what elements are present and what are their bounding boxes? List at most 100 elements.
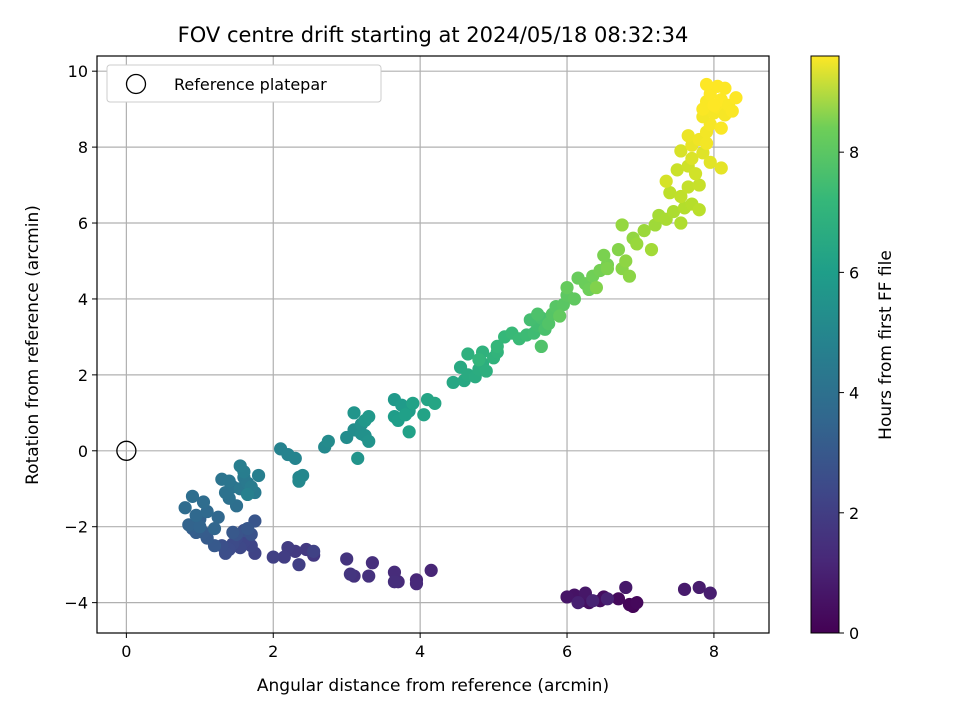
data-point [553, 309, 567, 323]
data-point [472, 353, 486, 367]
data-point [560, 590, 574, 604]
data-point [699, 77, 714, 92]
data-point [226, 525, 240, 540]
y-tick-label: −2 [64, 518, 88, 537]
data-point [674, 144, 688, 158]
data-point [725, 104, 739, 118]
data-point [185, 489, 200, 503]
data-point [277, 550, 291, 564]
legend-reference-marker [125, 73, 147, 95]
data-point [589, 280, 604, 295]
y-axis-ticks: −4 −2 0 2 4 6 8 10 [64, 62, 97, 613]
data-point [692, 203, 706, 217]
grid-lines [97, 56, 769, 633]
data-point [251, 468, 266, 483]
y-tick-label: −4 [64, 594, 88, 613]
data-point [343, 567, 357, 581]
data-point [571, 596, 585, 610]
y-tick-label: 6 [78, 214, 88, 233]
data-point [611, 242, 626, 257]
data-point [707, 98, 721, 112]
colorbar-tick-label: 2 [849, 504, 859, 523]
data-point [479, 364, 493, 378]
data-point [714, 161, 728, 175]
x-tick-label: 6 [562, 642, 572, 661]
plot-background [97, 56, 769, 633]
colorbar-tick-label: 4 [849, 384, 859, 403]
legend-entry-label: Reference platepar [174, 75, 327, 94]
data-point [567, 292, 581, 306]
data-point [619, 254, 633, 268]
x-axis-ticks: 0 2 4 6 8 [121, 633, 719, 661]
y-tick-label: 0 [78, 442, 88, 461]
data-point [663, 186, 677, 200]
y-tick-label: 8 [78, 138, 88, 157]
data-point [637, 224, 651, 238]
data-point [692, 178, 706, 192]
data-point [674, 216, 688, 230]
data-point [703, 155, 717, 169]
data-point [193, 520, 207, 534]
x-tick-label: 2 [268, 642, 278, 661]
data-point [428, 396, 442, 410]
data-point [222, 474, 236, 488]
colorbar-tick-label: 6 [849, 263, 859, 282]
legend-box [106, 64, 382, 103]
data-point [406, 396, 420, 410]
data-point [630, 237, 644, 251]
x-axis-label: Angular distance from reference (arcmin) [257, 676, 609, 696]
data-point [619, 580, 633, 595]
data-point [531, 307, 545, 321]
data-point [351, 451, 365, 465]
data-point [240, 522, 255, 536]
data-point [446, 375, 460, 390]
data-point [362, 434, 376, 448]
data-point [586, 594, 600, 608]
data-point [340, 552, 354, 566]
data-point [597, 248, 611, 262]
data-point [365, 556, 380, 570]
data-point [362, 569, 376, 583]
legend: Reference platepar [106, 64, 382, 103]
y-tick-label: 4 [78, 290, 88, 309]
data-point [461, 347, 475, 361]
x-tick-label: 4 [415, 642, 425, 661]
data-point [615, 218, 629, 232]
y-tick-label: 2 [78, 366, 88, 385]
data-point [692, 580, 706, 595]
data-point [211, 510, 225, 524]
data-point [178, 501, 192, 515]
data-point [630, 596, 644, 610]
colorbar-gradient [810, 55, 840, 634]
data-point [600, 261, 615, 276]
data-point [611, 592, 626, 606]
data-point [699, 136, 714, 150]
data-point [417, 408, 431, 422]
chart-title: FOV centre drift starting at 2024/05/18 … [178, 23, 689, 47]
data-point [288, 451, 302, 465]
data-point [402, 425, 416, 439]
data-point [718, 81, 732, 95]
x-tick-label: 8 [709, 642, 719, 661]
data-point [703, 586, 717, 600]
colorbar-ticks: 0 2 4 6 8 [839, 143, 859, 643]
data-point [409, 577, 424, 591]
data-point [644, 242, 659, 257]
data-point [688, 167, 703, 181]
data-point [681, 180, 695, 194]
data-point [266, 550, 280, 564]
data-point [189, 508, 203, 522]
data-point [233, 459, 247, 473]
colorbar: 0 2 4 6 8 Hours from first FF file [810, 55, 896, 643]
data-point [292, 474, 306, 488]
data-point [674, 189, 688, 204]
data-point [681, 129, 695, 143]
data-point [490, 339, 504, 353]
data-point [600, 592, 615, 606]
data-point [207, 522, 222, 536]
y-axis-label: Rotation from reference (arcmin) [23, 205, 43, 485]
colorbar-tick-label: 0 [849, 624, 859, 643]
data-point [196, 495, 211, 509]
data-point [387, 565, 402, 579]
